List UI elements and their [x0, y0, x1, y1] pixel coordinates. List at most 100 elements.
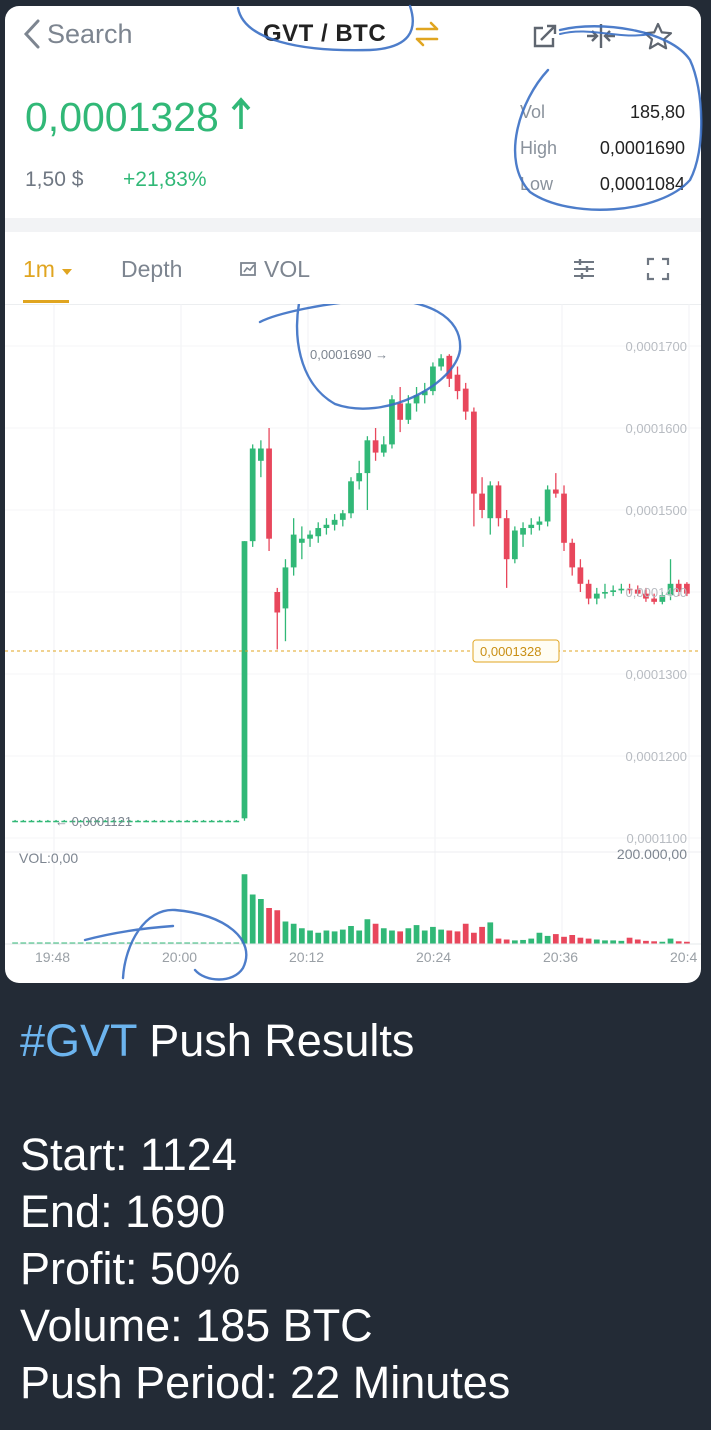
candle-body	[471, 411, 477, 494]
share-icon[interactable]	[531, 22, 559, 50]
candle-body	[380, 444, 387, 453]
candle-body	[511, 530, 518, 560]
candle-body	[356, 473, 363, 482]
tab-vol[interactable]: VOL	[239, 256, 310, 283]
volume-bar	[471, 932, 477, 944]
candle-body	[28, 820, 35, 823]
back-label: Search	[47, 18, 133, 49]
candle-body	[53, 820, 59, 823]
hashtag-link[interactable]: #GVT	[20, 1015, 137, 1066]
star-icon[interactable]	[643, 22, 673, 50]
candle-body	[167, 820, 174, 823]
volume-bar	[85, 942, 92, 944]
volume-bar	[176, 942, 182, 944]
volume-bar	[192, 942, 199, 944]
y-tick-label: 0,0001400	[625, 585, 687, 600]
candle-body	[479, 493, 485, 510]
candle-body	[684, 583, 690, 594]
settings-sliders-icon[interactable]	[571, 256, 597, 282]
volume-bar	[143, 942, 150, 944]
volume-bar	[249, 894, 256, 944]
back-button[interactable]: Search	[23, 18, 133, 50]
stat-vol-label: Vol	[520, 102, 546, 122]
y-tick-label: 0,0001700	[625, 339, 687, 354]
candle-body	[364, 440, 371, 474]
volume-bar	[405, 928, 412, 944]
current-price-label: 0,0001328	[480, 644, 541, 659]
last-price-value: 0,0001328	[25, 94, 219, 140]
message-title: #GVT Push Results	[20, 1012, 510, 1069]
candle-body	[421, 391, 428, 396]
candle-body	[610, 590, 617, 592]
volume-bar	[110, 942, 117, 944]
fullscreen-icon[interactable]	[645, 256, 671, 282]
volume-bar	[438, 929, 444, 944]
volume-bar	[233, 942, 240, 944]
compare-icon[interactable]	[585, 22, 617, 50]
tab-active-indicator	[23, 300, 69, 303]
candle-body	[348, 481, 354, 514]
tab-interval[interactable]: 1m	[23, 256, 73, 283]
message-text: #GVT Push Results Start: 1124 End: 1690 …	[20, 1012, 510, 1411]
candle-body	[323, 524, 330, 529]
x-tick-label: 20:4	[670, 949, 698, 965]
candle-body	[544, 489, 551, 522]
chart-tabs: 1m Depth VOL	[5, 232, 701, 305]
candle-body	[159, 820, 166, 823]
volume-bar	[225, 942, 231, 944]
volume-bar	[331, 931, 338, 944]
volume-bar	[45, 942, 51, 944]
candle-body	[446, 355, 453, 379]
x-tick-label: 19:48	[35, 949, 71, 965]
message-line: Start: 1124	[20, 1129, 237, 1180]
volume-bar	[684, 941, 690, 944]
swap-icon[interactable]	[413, 20, 441, 48]
volume-bar	[667, 938, 674, 944]
stat-vol: Vol 185,80	[520, 98, 685, 134]
candle-body	[135, 820, 141, 823]
candle-body	[651, 598, 657, 602]
volume-bar	[290, 923, 297, 944]
volume-bar	[241, 874, 248, 944]
y-tick-label: 0,0001200	[625, 749, 687, 764]
x-tick-label: 20:00	[162, 949, 198, 965]
x-tick-label: 20:36	[543, 949, 579, 965]
volume-bar	[356, 930, 363, 944]
y-tick-label: 0,0001600	[625, 421, 687, 436]
candle-body	[85, 820, 92, 823]
volume-bar	[258, 899, 264, 944]
volume-bar	[348, 926, 354, 944]
pair-title[interactable]: GVT / BTC	[263, 20, 387, 47]
candle-body	[372, 440, 379, 453]
high-annotation: 0,0001690 →	[310, 347, 388, 362]
candle-body	[495, 485, 502, 519]
y-tick-label: 0,0001100	[626, 831, 688, 846]
candle-body	[36, 820, 43, 823]
stats-panel: Vol 185,80 High 0,0001690 Low 0,0001084	[520, 98, 685, 206]
volume-bar	[118, 942, 125, 944]
stat-low-label: Low	[520, 174, 554, 194]
candle-body	[659, 595, 666, 602]
price-chart[interactable]: 0,0001328 0,0001690 → ← 0,0001121	[5, 304, 701, 983]
volume-bar	[151, 942, 158, 944]
tab-depth[interactable]: Depth	[121, 256, 183, 282]
stat-vol-value: 185,80	[629, 102, 685, 122]
candle-body	[192, 820, 199, 823]
message-line: Volume: 185 BTC	[20, 1300, 373, 1351]
volume-bar	[77, 942, 84, 944]
candle-body	[69, 820, 76, 823]
message-title-text: Push Results	[136, 1015, 415, 1066]
volume-bar	[454, 931, 461, 944]
pen-annotation	[258, 304, 462, 410]
volume-bar	[274, 910, 281, 944]
blank-line	[20, 1069, 510, 1126]
volume-bar	[610, 940, 617, 944]
candle-body	[339, 513, 346, 520]
candle-body	[634, 589, 641, 594]
candle-body	[520, 528, 526, 535]
candle-body	[438, 358, 444, 367]
indicator-icon	[240, 261, 256, 276]
y-tick-label: 0,0001500	[625, 503, 687, 518]
message-line: Push Period: 22 Minutes	[20, 1357, 511, 1408]
volume-bar	[618, 940, 625, 944]
